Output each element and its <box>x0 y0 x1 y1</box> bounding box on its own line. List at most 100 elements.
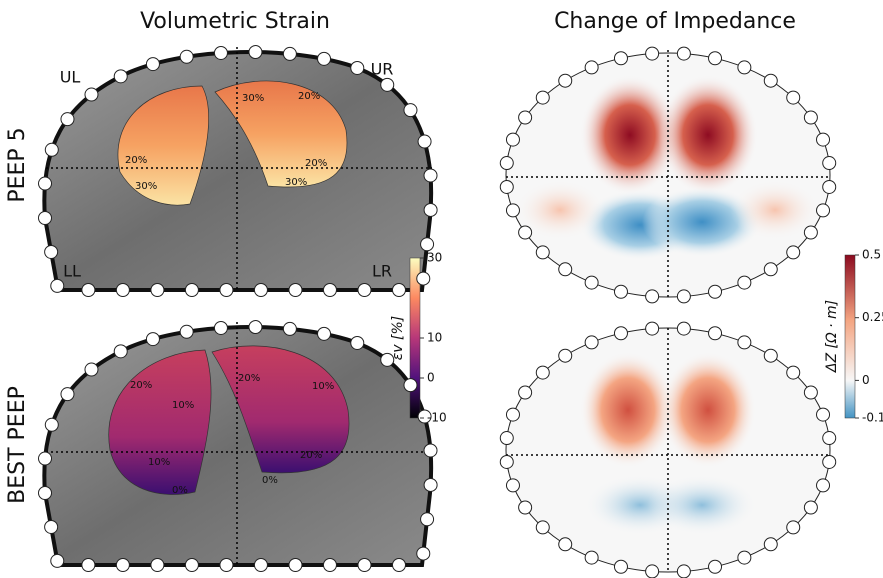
electrode <box>39 487 52 500</box>
eit-panel <box>506 328 830 572</box>
electrode <box>677 322 690 335</box>
electrode <box>45 418 58 431</box>
electrode <box>289 284 302 297</box>
electrode <box>358 559 371 572</box>
electrode <box>283 322 296 335</box>
electrode <box>536 246 549 259</box>
electrode <box>249 321 262 334</box>
electrode <box>85 88 98 101</box>
eit-panel <box>506 50 830 297</box>
electrode <box>646 290 659 303</box>
electrode <box>823 180 836 193</box>
electrode <box>585 61 598 74</box>
electrode <box>82 559 95 572</box>
contour-label: 20% <box>300 450 322 461</box>
electrode <box>536 521 549 534</box>
contour-label: 20% <box>125 155 147 166</box>
quadrant-label: UR <box>371 60 394 79</box>
colorbar-tick-label: 0.25 <box>862 310 883 324</box>
electrode <box>421 238 434 251</box>
electrode <box>764 263 777 276</box>
electrode <box>787 246 800 259</box>
electrode <box>585 551 598 564</box>
electrode <box>500 455 513 468</box>
electrode <box>82 284 95 297</box>
colorbar-tick-label: 10 <box>427 331 442 345</box>
electrode <box>381 78 394 91</box>
electrode <box>536 91 549 104</box>
electrode <box>738 551 751 564</box>
electrode <box>318 52 331 65</box>
electrode <box>677 290 690 303</box>
electrode <box>823 157 836 170</box>
contour-label: 10% <box>312 381 334 392</box>
electrode <box>614 560 627 573</box>
contour-label: 20% <box>298 91 320 102</box>
electrode <box>180 325 193 338</box>
contour-label: 20% <box>238 373 260 384</box>
electrode <box>249 46 262 59</box>
electrode <box>817 479 830 492</box>
electrode <box>559 349 572 362</box>
ct-panel: 20% 10% 20% 10% 10% 0% 20% 0% <box>44 322 432 565</box>
electrode <box>45 520 58 533</box>
electrode <box>536 366 549 379</box>
electrode <box>220 284 233 297</box>
electrode <box>45 143 58 156</box>
electrode <box>823 432 836 445</box>
contour-label: 30% <box>242 93 264 104</box>
contour-label: 20% <box>130 380 152 391</box>
electrode <box>709 327 722 340</box>
electrode <box>804 226 817 239</box>
electrode <box>787 91 800 104</box>
electrode <box>519 226 532 239</box>
electrode <box>738 61 751 74</box>
electrode <box>559 263 572 276</box>
electrode <box>424 478 437 491</box>
electrode <box>614 52 627 65</box>
contour-label: 0% <box>262 475 278 486</box>
electrode <box>817 133 830 146</box>
colorbar-tick-label: 30 <box>427 251 442 265</box>
electrode <box>559 538 572 551</box>
electrode <box>351 336 364 349</box>
electrode <box>823 455 836 468</box>
electrode <box>323 559 336 572</box>
electrode <box>283 47 296 60</box>
colorbar-tick-label: 0 <box>862 373 870 387</box>
electrode <box>392 284 405 297</box>
electrode <box>351 61 364 74</box>
electrode <box>764 349 777 362</box>
electrode <box>646 47 659 60</box>
electrode <box>418 135 431 148</box>
electrode <box>709 560 722 573</box>
electrode <box>289 559 302 572</box>
electrode <box>220 559 233 572</box>
electrode <box>61 113 74 126</box>
panel-title: Change of Impedance <box>554 9 796 34</box>
electrode <box>804 386 817 399</box>
electrode <box>424 169 437 182</box>
electrode <box>85 363 98 376</box>
quadrant-label: LL <box>63 262 81 281</box>
contour-label: 10% <box>172 400 194 411</box>
electrode <box>39 452 52 465</box>
electrode <box>358 284 371 297</box>
electrode <box>318 327 331 340</box>
electrode <box>146 58 159 71</box>
electrode <box>424 444 437 457</box>
electrode <box>116 284 129 297</box>
quadrant-label: UL <box>60 68 81 87</box>
contour-label: 0% <box>172 485 188 496</box>
panel-title: Volumetric Strain <box>140 9 330 34</box>
electrode <box>39 177 52 190</box>
electrode <box>519 501 532 514</box>
electrode <box>51 554 64 567</box>
electrode <box>709 285 722 298</box>
electrode <box>506 204 519 217</box>
colorbar-label: εv [%] <box>390 316 406 361</box>
electrode <box>559 74 572 87</box>
electrode <box>146 333 159 346</box>
contour-label: 30% <box>135 181 157 192</box>
electrode <box>614 327 627 340</box>
